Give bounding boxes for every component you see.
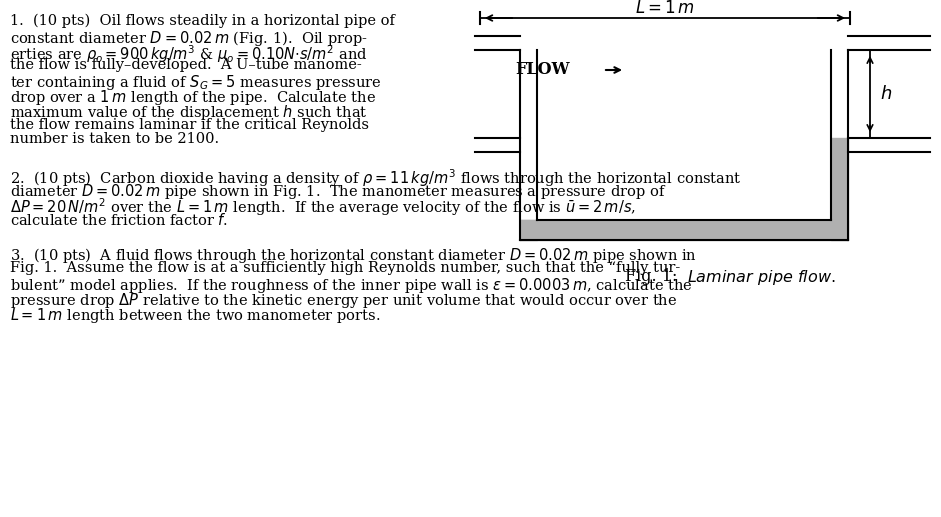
Text: $L = 1\,m$ length between the two manometer ports.: $L = 1\,m$ length between the two manome… <box>10 306 380 325</box>
Text: $\Delta P = 20\,N/m^2$ over the $L = 1\,m$ length.  If the average velocity of t: $\Delta P = 20\,N/m^2$ over the $L = 1\,… <box>10 197 636 219</box>
Text: 2.  (10 pts)  Carbon dioxide having a density of $\rho = 11\,kg/m^3$ flows throu: 2. (10 pts) Carbon dioxide having a dens… <box>10 167 742 189</box>
Text: erties are $\rho_o = 900\,kg/m^3$ & $\mu_o = 0.10N{\cdot}s/m^2$ and: erties are $\rho_o = 900\,kg/m^3$ & $\mu… <box>10 43 368 65</box>
Text: constant diameter $D = 0.02\,m$ (Fig. 1).  Oil prop-: constant diameter $D = 0.02\,m$ (Fig. 1)… <box>10 29 368 48</box>
Text: $h$: $h$ <box>880 85 892 103</box>
Text: maximum value of the displacement $h$ such that: maximum value of the displacement $h$ su… <box>10 103 368 122</box>
Text: 3.  (10 pts)  A fluid flows through the horizontal constant diameter $D = 0.02\,: 3. (10 pts) A fluid flows through the ho… <box>10 247 697 265</box>
Text: bulent” model applies.  If the roughness of the inner pipe wall is $\varepsilon : bulent” model applies. If the roughness … <box>10 276 693 295</box>
Text: ter containing a fluid of $S_G = 5$ measures pressure: ter containing a fluid of $S_G = 5$ meas… <box>10 73 382 92</box>
Text: FLOW: FLOW <box>515 62 569 79</box>
Text: Fig. 1:: Fig. 1: <box>625 268 688 285</box>
Text: the flow remains laminar if the critical Reynolds: the flow remains laminar if the critical… <box>10 117 369 132</box>
Text: 1.  (10 pts)  Oil flows steadily in a horizontal pipe of: 1. (10 pts) Oil flows steadily in a hori… <box>10 14 395 28</box>
Text: number is taken to be 2100.: number is taken to be 2100. <box>10 132 219 146</box>
Text: the flow is fully–developed.  A U–tube manome-: the flow is fully–developed. A U–tube ma… <box>10 58 361 72</box>
Text: Fig. 1.  Assume the flow is at a sufficiently high Reynolds number, such that th: Fig. 1. Assume the flow is at a sufficie… <box>10 261 680 275</box>
Text: $\it{Laminar\ pipe\ flow.}$: $\it{Laminar\ pipe\ flow.}$ <box>688 268 837 287</box>
Text: diameter $D = 0.02\,m$ pipe shown in Fig. 1.  The manometer measures a pressure : diameter $D = 0.02\,m$ pipe shown in Fig… <box>10 182 666 201</box>
Text: calculate the friction factor $f$.: calculate the friction factor $f$. <box>10 211 228 227</box>
Text: $L =1\,m$: $L =1\,m$ <box>635 0 695 17</box>
Text: pressure drop $\Delta P$ relative to the kinetic energy per unit volume that wou: pressure drop $\Delta P$ relative to the… <box>10 291 678 310</box>
Text: drop over a $1\,m$ length of the pipe.  Calculate the: drop over a $1\,m$ length of the pipe. C… <box>10 88 376 107</box>
